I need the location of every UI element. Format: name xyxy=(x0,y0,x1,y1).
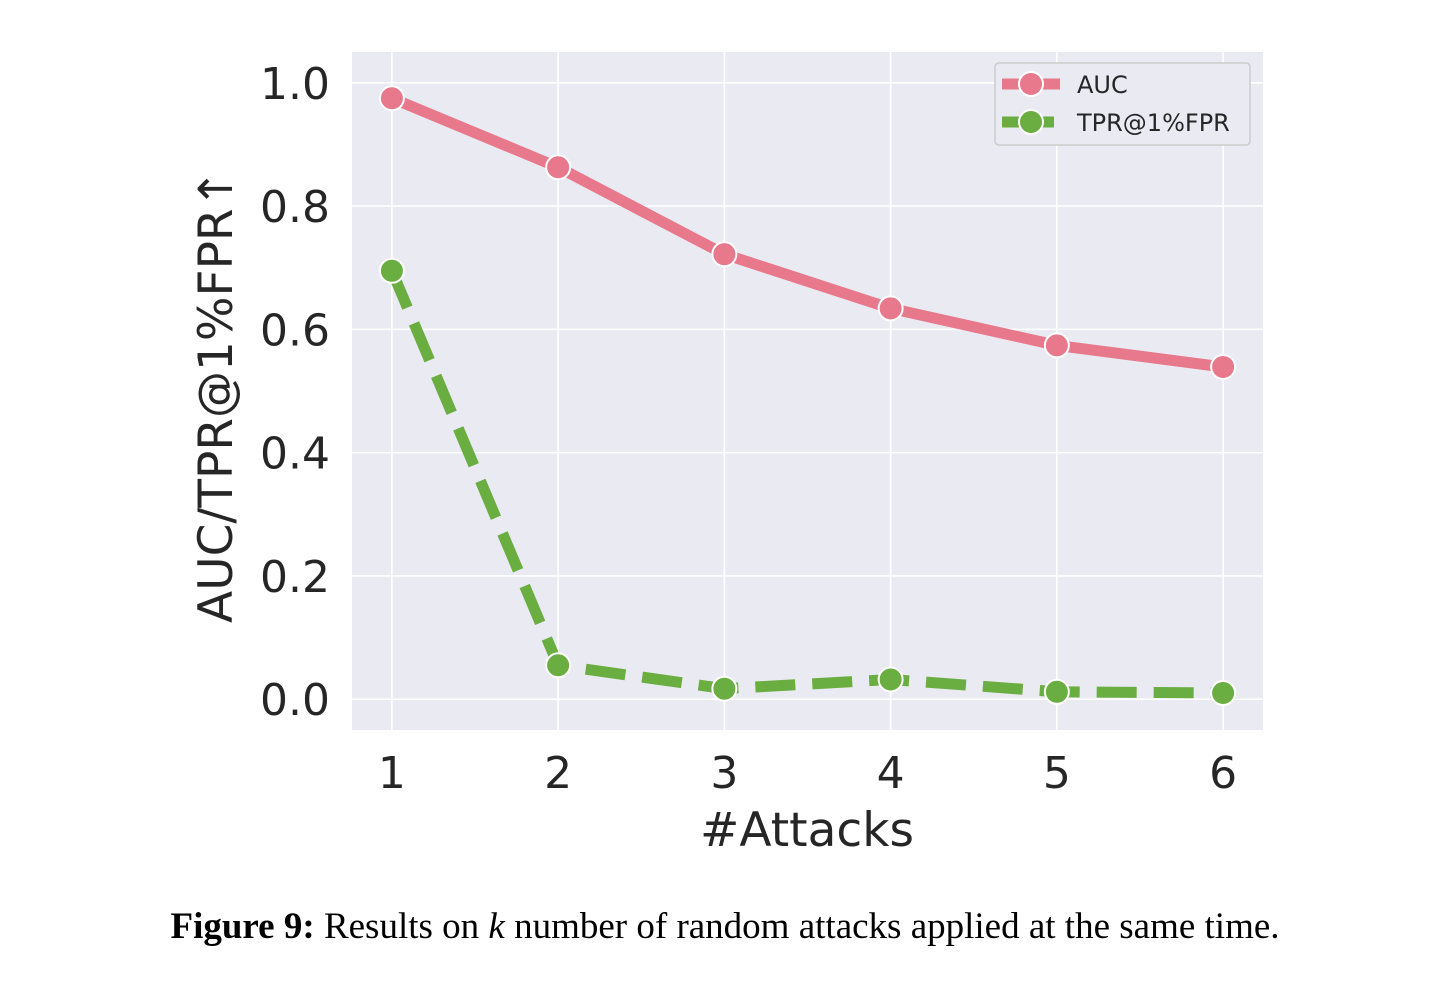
legend: AUC TPR@1%FPR xyxy=(994,62,1251,146)
series-layer xyxy=(378,85,1237,707)
x-tick-label: 1 xyxy=(378,748,406,799)
caption-label: Figure 9: xyxy=(170,906,315,947)
grid-lines xyxy=(352,52,1263,730)
caption-variable: k xyxy=(488,906,505,947)
data-point-tpr-1-fpr xyxy=(1210,680,1237,707)
x-tick-label: 2 xyxy=(544,748,572,799)
y-tick-label: 1.0 xyxy=(260,59,330,110)
data-point-tpr-1-fpr xyxy=(378,257,405,284)
y-tick-label: 0.8 xyxy=(260,182,330,233)
legend-label-auc: AUC xyxy=(1077,71,1128,99)
y-axis-label: AUC/TPR@1%FPR↑ xyxy=(189,169,244,623)
data-point-auc xyxy=(1210,353,1237,380)
data-point-tpr-1-fpr xyxy=(1043,678,1070,705)
legend-items: AUC TPR@1%FPR xyxy=(1002,71,1230,137)
figure-caption: Figure 9: Results on k number of random … xyxy=(0,905,1450,948)
x-tick-label: 6 xyxy=(1209,748,1237,799)
data-point-tpr-1-fpr xyxy=(545,652,572,679)
x-axis-label: #Attacks xyxy=(700,803,914,858)
y-tick-label: 0.2 xyxy=(260,552,330,603)
data-point-auc xyxy=(1043,332,1070,359)
data-point-auc xyxy=(378,85,405,112)
plot-background xyxy=(352,52,1263,730)
legend-label-tpr-1-fpr: TPR@1%FPR xyxy=(1076,109,1230,137)
x-tick-label: 4 xyxy=(877,748,905,799)
tick-labels: 1 2 3 4 5 6 0.0 0.2 0.4 0.6 0.8 1.0 xyxy=(260,59,1237,799)
caption-text-end: number of random attacks applied at the … xyxy=(504,906,1280,947)
y-tick-label: 0.4 xyxy=(260,429,330,480)
data-point-tpr-1-fpr xyxy=(711,675,738,702)
data-point-auc xyxy=(877,295,904,322)
series-line-tpr-1-fpr xyxy=(386,268,1224,699)
data-point-auc xyxy=(545,154,572,181)
y-tick-label: 0.0 xyxy=(260,675,330,726)
legend-marker-tpr-1-fpr xyxy=(1018,109,1044,135)
series-line-auc xyxy=(389,93,1224,373)
x-tick-label: 5 xyxy=(1043,748,1071,799)
data-point-auc xyxy=(711,241,738,268)
data-point-tpr-1-fpr xyxy=(877,666,904,693)
legend-marker-auc xyxy=(1018,71,1044,97)
caption-text-start: Results on xyxy=(314,906,489,947)
x-tick-label: 3 xyxy=(710,748,738,799)
y-tick-label: 0.6 xyxy=(260,305,330,356)
